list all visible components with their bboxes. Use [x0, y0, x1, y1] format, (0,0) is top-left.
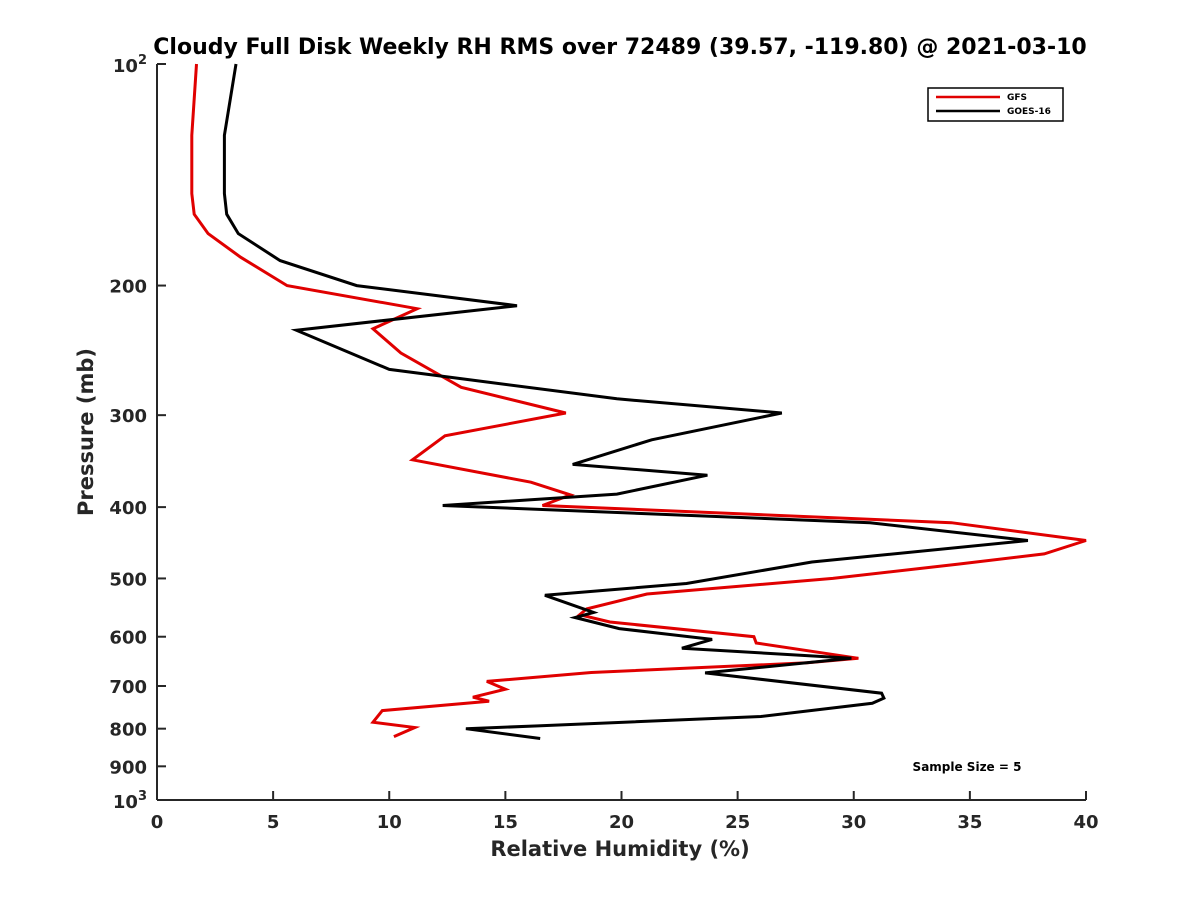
y-axis-label: Pressure (mb) [74, 348, 98, 516]
x-tick-label: 10 [377, 812, 402, 833]
y-tick-label: 900 [109, 757, 147, 778]
sample-size-annotation: Sample Size = 5 [913, 760, 1022, 774]
y-tick-label: 200 [109, 277, 147, 298]
legend-label-goes-16: GOES-16 [1007, 107, 1051, 117]
legend-box [927, 87, 1064, 122]
chart-title: Cloudy Full Disk Weekly RH RMS over 7248… [153, 35, 1086, 60]
x-tick-label: 35 [957, 812, 982, 833]
x-tick-label: 30 [841, 812, 866, 833]
series-layer [190, 63, 1087, 740]
x-axis-label: Relative Humidity (%) [490, 837, 749, 861]
y-tick-label: 800 [109, 720, 147, 741]
x-tick-label: 0 [151, 812, 164, 833]
axes: 0 5 10 15 20 25 30 35 40 102 200 300 400 500 600 700 800… [109, 53, 1098, 833]
y-tick-label: 700 [109, 677, 147, 698]
y-tick-label: 103 [113, 789, 147, 813]
y-tick-label: 102 [113, 53, 147, 77]
y-tick-label: 600 [109, 628, 147, 649]
x-tick-label: 5 [267, 812, 280, 833]
x-tick-label: 20 [609, 812, 634, 833]
y-tick-label: 400 [109, 498, 147, 519]
x-tick-label: 40 [1073, 812, 1098, 833]
legend-label-gfs: GFS [1007, 93, 1027, 103]
x-tick-label: 15 [493, 812, 518, 833]
y-tick-label: 300 [109, 406, 147, 427]
y-tick-label: 500 [109, 569, 147, 590]
legend: GFS GOES-16 [927, 87, 1064, 122]
series-line-gfs [190, 63, 1087, 738]
x-tick-label: 25 [725, 812, 750, 833]
series-line-goes-16 [222, 63, 1029, 740]
